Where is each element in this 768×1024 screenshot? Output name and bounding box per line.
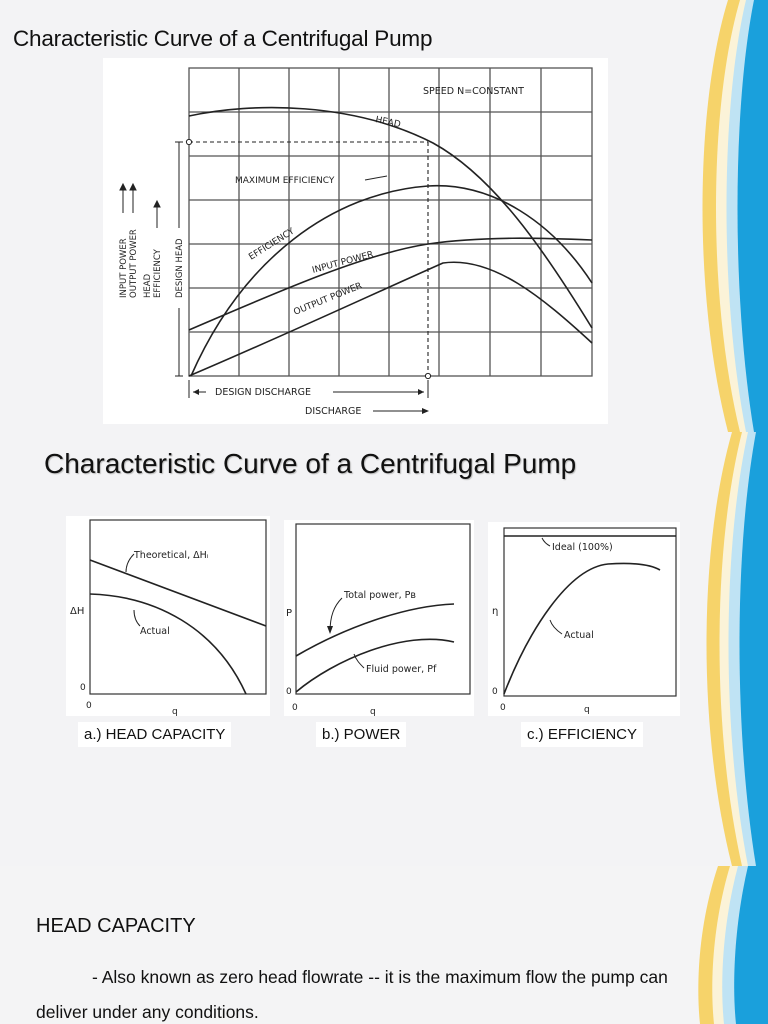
input-power-label: INPUT POWER xyxy=(311,250,375,276)
slide-2: Characteristic Curve of a Centrifugal Pu… xyxy=(0,432,768,866)
slide-decoration-wave xyxy=(706,432,768,866)
slide-title: Characteristic Curve of a Centrifugal Pu… xyxy=(13,26,433,51)
x-axis-label: q xyxy=(370,707,376,716)
actual-head-curve xyxy=(89,593,247,695)
max-efficiency-pointer xyxy=(364,175,388,181)
axis-label-output-power: OUTPUT POWER xyxy=(129,229,139,298)
head-curve xyxy=(188,106,593,329)
vertical-axis-labels: INPUT POWER OUTPUT POWER HEAD EFFICIENCY… xyxy=(119,229,185,298)
theoretical-label: Theoretical, ΔHᵢ xyxy=(133,550,209,561)
slide-3: HEAD CAPACITY - Also known as zero head … xyxy=(0,866,768,1024)
input-power-curve xyxy=(188,237,593,331)
x-axis-label: q xyxy=(172,707,178,716)
y-axis-label: P xyxy=(286,608,292,619)
y-axis-label: ΔH xyxy=(70,606,84,617)
axis-label-head: HEAD xyxy=(143,273,153,298)
slide-decoration-wave xyxy=(698,866,768,1024)
max-efficiency-label: MAXIMUM EFFICIENCY xyxy=(235,176,335,186)
axis-arrows xyxy=(119,141,183,377)
theoretical-head-curve xyxy=(89,559,267,627)
slide-1: Characteristic Curve of a Centrifugal Pu… xyxy=(0,0,768,432)
axis-label-input-power: INPUT POWER xyxy=(119,238,129,298)
head-label: HEAD xyxy=(374,115,401,130)
axis-label-design-head: DESIGN HEAD xyxy=(175,238,185,298)
design-discharge-marker xyxy=(424,372,432,380)
total-power-label: Total power, Pв xyxy=(343,590,416,601)
slide-title: Characteristic Curve of a Centrifugal Pu… xyxy=(44,448,577,479)
efficiency-curve xyxy=(190,184,593,377)
actual-efficiency-curve xyxy=(503,562,661,695)
power-plot: Total power, Pв Fluid power, Pf P 0 0 q xyxy=(284,520,474,717)
total-power-curve xyxy=(295,603,455,657)
origin-label: 0 xyxy=(292,703,298,713)
zero-label: 0 xyxy=(492,687,498,697)
origin-label: 0 xyxy=(86,701,92,711)
head-capacity-plot: Theoretical, ΔHᵢ Actual ΔH 0 0 q xyxy=(66,516,270,717)
chart-grid xyxy=(188,67,593,377)
fluid-power-label: Fluid power, Pf xyxy=(366,664,437,675)
plot-frame xyxy=(89,519,267,695)
section-paragraph: - Also known as zero head flowrate -- it… xyxy=(36,967,668,1022)
y-axis-label: η xyxy=(492,606,498,617)
slide-decoration-wave xyxy=(702,0,768,432)
actual-label: Actual xyxy=(564,630,594,641)
section-heading: HEAD CAPACITY xyxy=(36,915,196,937)
origin-label: 0 xyxy=(500,703,506,713)
design-discharge-label: DESIGN DISCHARGE xyxy=(215,387,311,398)
actual-label: Actual xyxy=(140,626,170,637)
design-point-lines xyxy=(189,141,429,376)
zero-label: 0 xyxy=(286,687,292,697)
discharge-label: DISCHARGE xyxy=(305,406,361,417)
characteristic-curve-figure: SPEED N=CONSTANT HEAD MAXIMUM EFFICIENCY… xyxy=(103,58,608,424)
axis-label-efficiency: EFFICIENCY xyxy=(153,248,163,298)
design-head-marker xyxy=(185,138,193,146)
zero-label: 0 xyxy=(80,683,86,693)
caption-head-capacity: a.) HEAD CAPACITY xyxy=(78,722,232,747)
efficiency-plot: Ideal (100%) Actual η 0 0 q xyxy=(488,522,680,716)
caption-power: b.) POWER xyxy=(316,722,407,747)
fluid-power-curve xyxy=(295,638,455,693)
caption-efficiency: c.) EFFICIENCY xyxy=(521,722,644,747)
output-power-curve xyxy=(188,261,593,377)
ideal-label: Ideal (100%) xyxy=(552,542,613,553)
output-power-label: OUTPUT POWER xyxy=(292,281,363,318)
plot-frame xyxy=(503,527,677,697)
plot-frame xyxy=(295,523,471,695)
x-axis-label: q xyxy=(584,705,590,715)
speed-note: SPEED N=CONSTANT xyxy=(423,86,524,97)
